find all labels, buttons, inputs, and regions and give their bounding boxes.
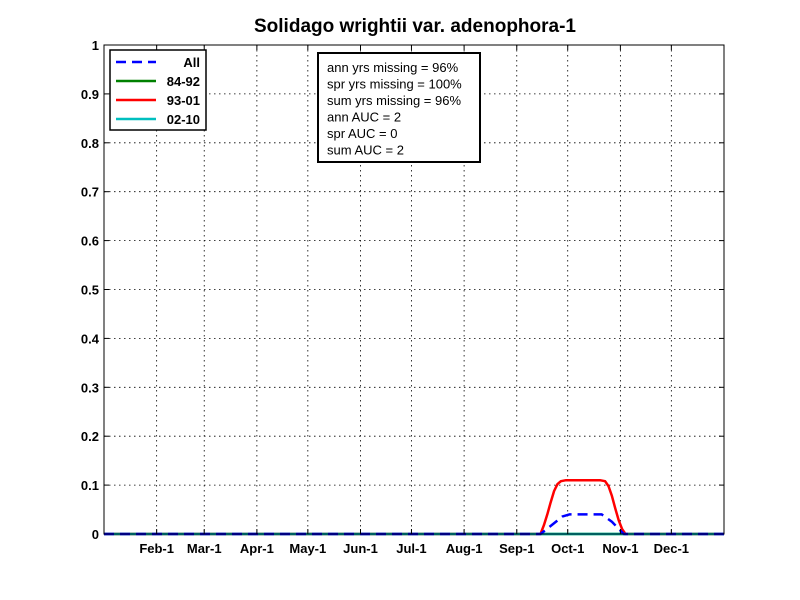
y-tick-label: 0.3 (81, 380, 99, 395)
annotation-line: sum yrs missing = 96% (327, 93, 461, 108)
stats-annotation-box: ann yrs missing = 96% spr yrs missing = 1… (317, 52, 481, 163)
legend-label: 02-10 (167, 112, 200, 127)
x-tick-label: Aug-1 (446, 541, 483, 556)
y-tick-label: 0.4 (81, 331, 100, 346)
series-line-93-01 (104, 478, 724, 536)
legend-label: All (183, 55, 200, 70)
y-tick-label: 0.9 (81, 87, 99, 102)
annotation-line: sum AUC = 2 (327, 143, 404, 158)
x-tick-label: Mar-1 (187, 541, 222, 556)
x-tick-label: Feb-1 (139, 541, 174, 556)
annotation-box (317, 52, 481, 163)
x-tick-label: Jul-1 (396, 541, 426, 556)
legend-label: 84-92 (167, 74, 200, 89)
annotation-line: ann AUC = 2 (327, 110, 401, 125)
y-tick-label: 0.1 (81, 478, 99, 493)
series-line-All (104, 513, 724, 536)
x-tick-label: Sep-1 (499, 541, 534, 556)
y-tick-label: 0.7 (81, 185, 99, 200)
y-tick-label: 0.8 (81, 136, 99, 151)
x-axis: Feb-1 Mar-1 Apr-1 May-1 Jun-1 Jul-1 Aug-1 Sep-1… (139, 45, 689, 556)
annotation-line: ann yrs missing = 96% (327, 60, 459, 75)
x-tick-label: Oct-1 (551, 541, 584, 556)
legend: All 84-92 93-01 02-10 (109, 49, 207, 131)
x-tick-label: Jun-1 (343, 541, 378, 556)
x-tick-label: Nov-1 (602, 541, 638, 556)
legend-label: 93-01 (167, 93, 200, 108)
legend-box (109, 49, 207, 131)
x-tick-label: May-1 (289, 541, 326, 556)
y-axis: 0 0.1 0.2 0.3 0.4 0.5 0.6 0.7 0.8 0.9 1 (81, 38, 724, 542)
y-tick-label: 0.5 (81, 283, 99, 298)
chart-title: Solidago wrightii var. adenophora-1 (254, 16, 576, 37)
annotation-line: spr yrs missing = 100% (327, 77, 462, 92)
x-tick-label: Apr-1 (240, 541, 274, 556)
y-tick-label: 1 (92, 38, 99, 53)
y-tick-label: 0 (92, 527, 99, 542)
y-tick-label: 0.6 (81, 234, 99, 249)
y-tick-label: 0.2 (81, 429, 99, 444)
x-tick-label: Dec-1 (654, 541, 689, 556)
annotation-line: spr AUC = 0 (327, 126, 397, 141)
